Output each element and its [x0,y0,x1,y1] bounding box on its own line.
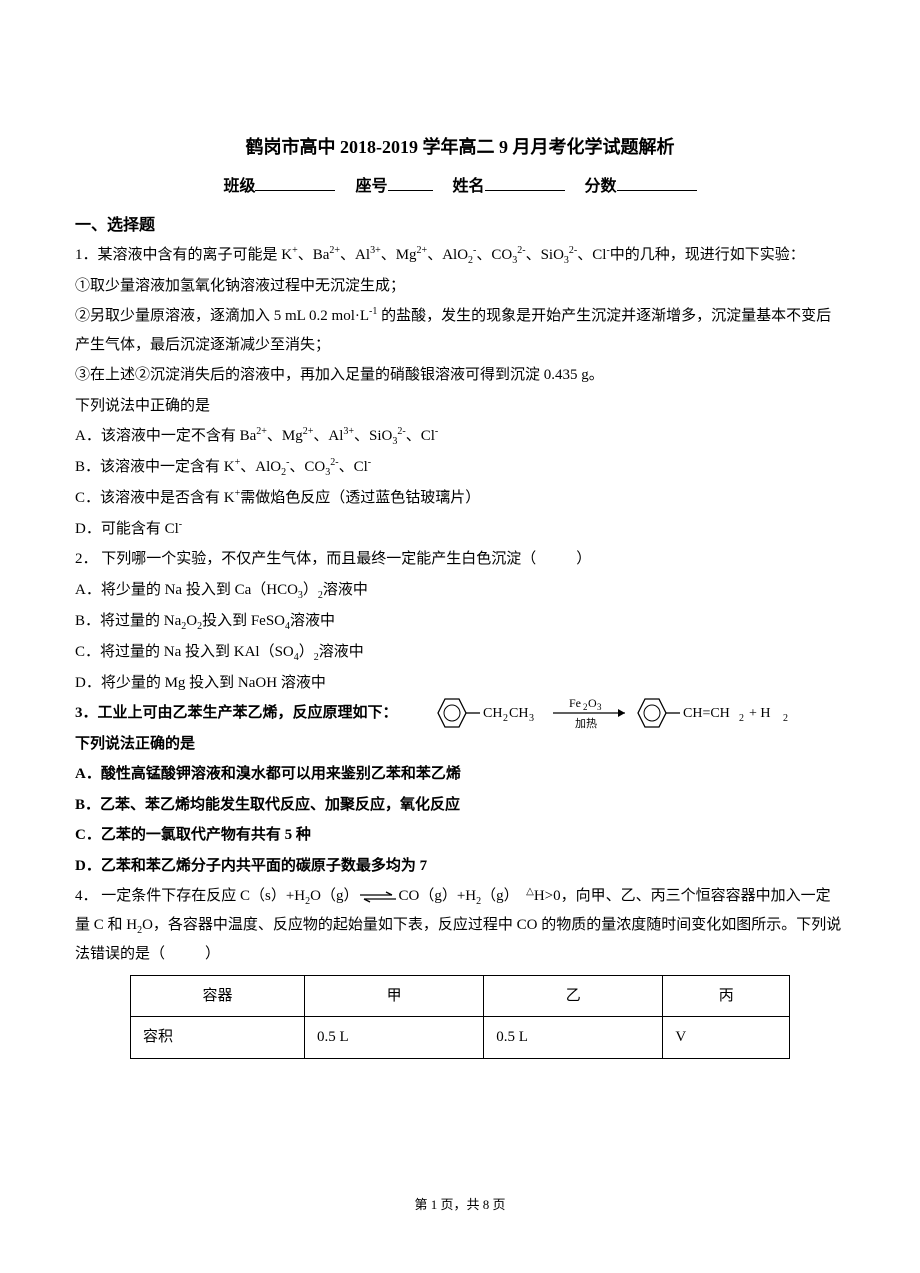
q3-optD: D．乙苯和苯乙烯分子内共平面的碳原子数最多均为 7 [75,852,845,881]
class-blank [255,175,335,191]
q1-step1: ①取少量溶液加氢氧化钠溶液过程中无沉淀生成； [75,272,845,301]
q4-stem: 4． 一定条件下存在反应 C（s）+H2O（g）CO（g）+H2（g） △H>0… [75,882,845,969]
q1-prompt: 下列说法中正确的是 [75,392,845,421]
score-label: 分数 [585,178,617,195]
th-bing: 丙 [663,975,790,1017]
score-blank [617,175,697,191]
q3-optA: A．酸性高锰酸钾溶液和溴水都可以用来鉴别乙苯和苯乙烯 [75,760,845,789]
class-label: 班级 [223,178,255,195]
q1-optC: C．该溶液中是否含有 K+需做焰色反应（透过蓝色钴玻璃片） [75,484,845,513]
q2-optB: B．将过量的 Na2O2投入到 FeSO4溶液中 [75,607,845,636]
td-yi-vol: 0.5 L [484,1017,663,1059]
svg-text:2: 2 [783,713,788,724]
name-blank [485,175,565,191]
svg-text:CH=CH: CH=CH [683,706,730,721]
svg-text:+ H: + H [749,706,771,721]
equilibrium-arrow-icon [358,891,398,903]
q1-optB: B．该溶液中一定含有 K+、AlO2-、CO32-、Cl- [75,453,845,482]
section-header: 一、选择题 [75,211,845,241]
q3-optC: C．乙苯的一氯取代产物有共有 5 种 [75,821,845,850]
q2-optA: A．将少量的 Na 投入到 Ca（HCO3）2溶液中 [75,576,845,605]
q1-optD: D．可能含有 Cl- [75,515,845,544]
td-volume-label: 容积 [131,1017,305,1059]
svg-text:加热: 加热 [575,717,597,730]
name-label: 姓名 [453,178,485,195]
seat-blank [388,175,433,191]
svg-text:3: 3 [597,702,602,712]
q1-optA: A．该溶液中一定不含有 Ba2+、Mg2+、Al3+、SiO32-、Cl- [75,422,845,451]
svg-text:O: O [588,696,597,710]
q3-optB: B．乙苯、苯乙烯均能发生取代反应、加聚反应，氧化反应 [75,791,845,820]
q1-stem: 1．某溶液中含有的离子可能是 K+、Ba2+、Al3+、Mg2+、AlO2-、C… [75,241,845,270]
th-container: 容器 [131,975,305,1017]
q2-stem-end: ） [576,551,591,567]
q1-step2: ②另取少量原溶液，逐滴加入 5 mL 0.2 mol·L-1 的盐酸，发生的现象… [75,302,845,359]
th-yi: 乙 [484,975,663,1017]
seat-label: 座号 [355,178,387,195]
page-title: 鹤岗市高中 2018-2019 学年高二 9 月月考化学试题解析 [75,130,845,164]
svg-text:2: 2 [503,713,508,724]
q2-stem-text: 2． 下列哪一个实验，不仅产生气体，而且最终一定能产生白色沉淀（ [75,551,536,567]
reaction-figure: CH2CH3 Fe2O3 加热 CH=CH2 + H2 [425,691,835,747]
q2-optC: C．将过量的 Na 投入到 KAl（SO4）2溶液中 [75,638,845,667]
svg-text:CH: CH [483,706,502,721]
svg-text:2: 2 [739,713,744,724]
svg-text:2: 2 [583,702,588,712]
svg-text:Fe: Fe [569,696,581,710]
q4-table: 容器 甲 乙 丙 容积 0.5 L 0.5 L V [130,975,790,1059]
th-jia: 甲 [304,975,483,1017]
page-footer: 第 1 页，共 8 页 [0,1193,920,1218]
td-jia-vol: 0.5 L [304,1017,483,1059]
svg-text:CH: CH [509,706,528,721]
info-row: 班级 座号 姓名 分数 [75,172,845,202]
svg-text:3: 3 [529,713,534,724]
q2-stem: 2． 下列哪一个实验，不仅产生气体，而且最终一定能产生白色沉淀（ ） [75,545,845,574]
td-bing-vol: V [663,1017,790,1059]
q1-step3: ③在上述②沉淀消失后的溶液中，再加入足量的硝酸银溶液可得到沉淀 0.435 g。 [75,361,845,390]
